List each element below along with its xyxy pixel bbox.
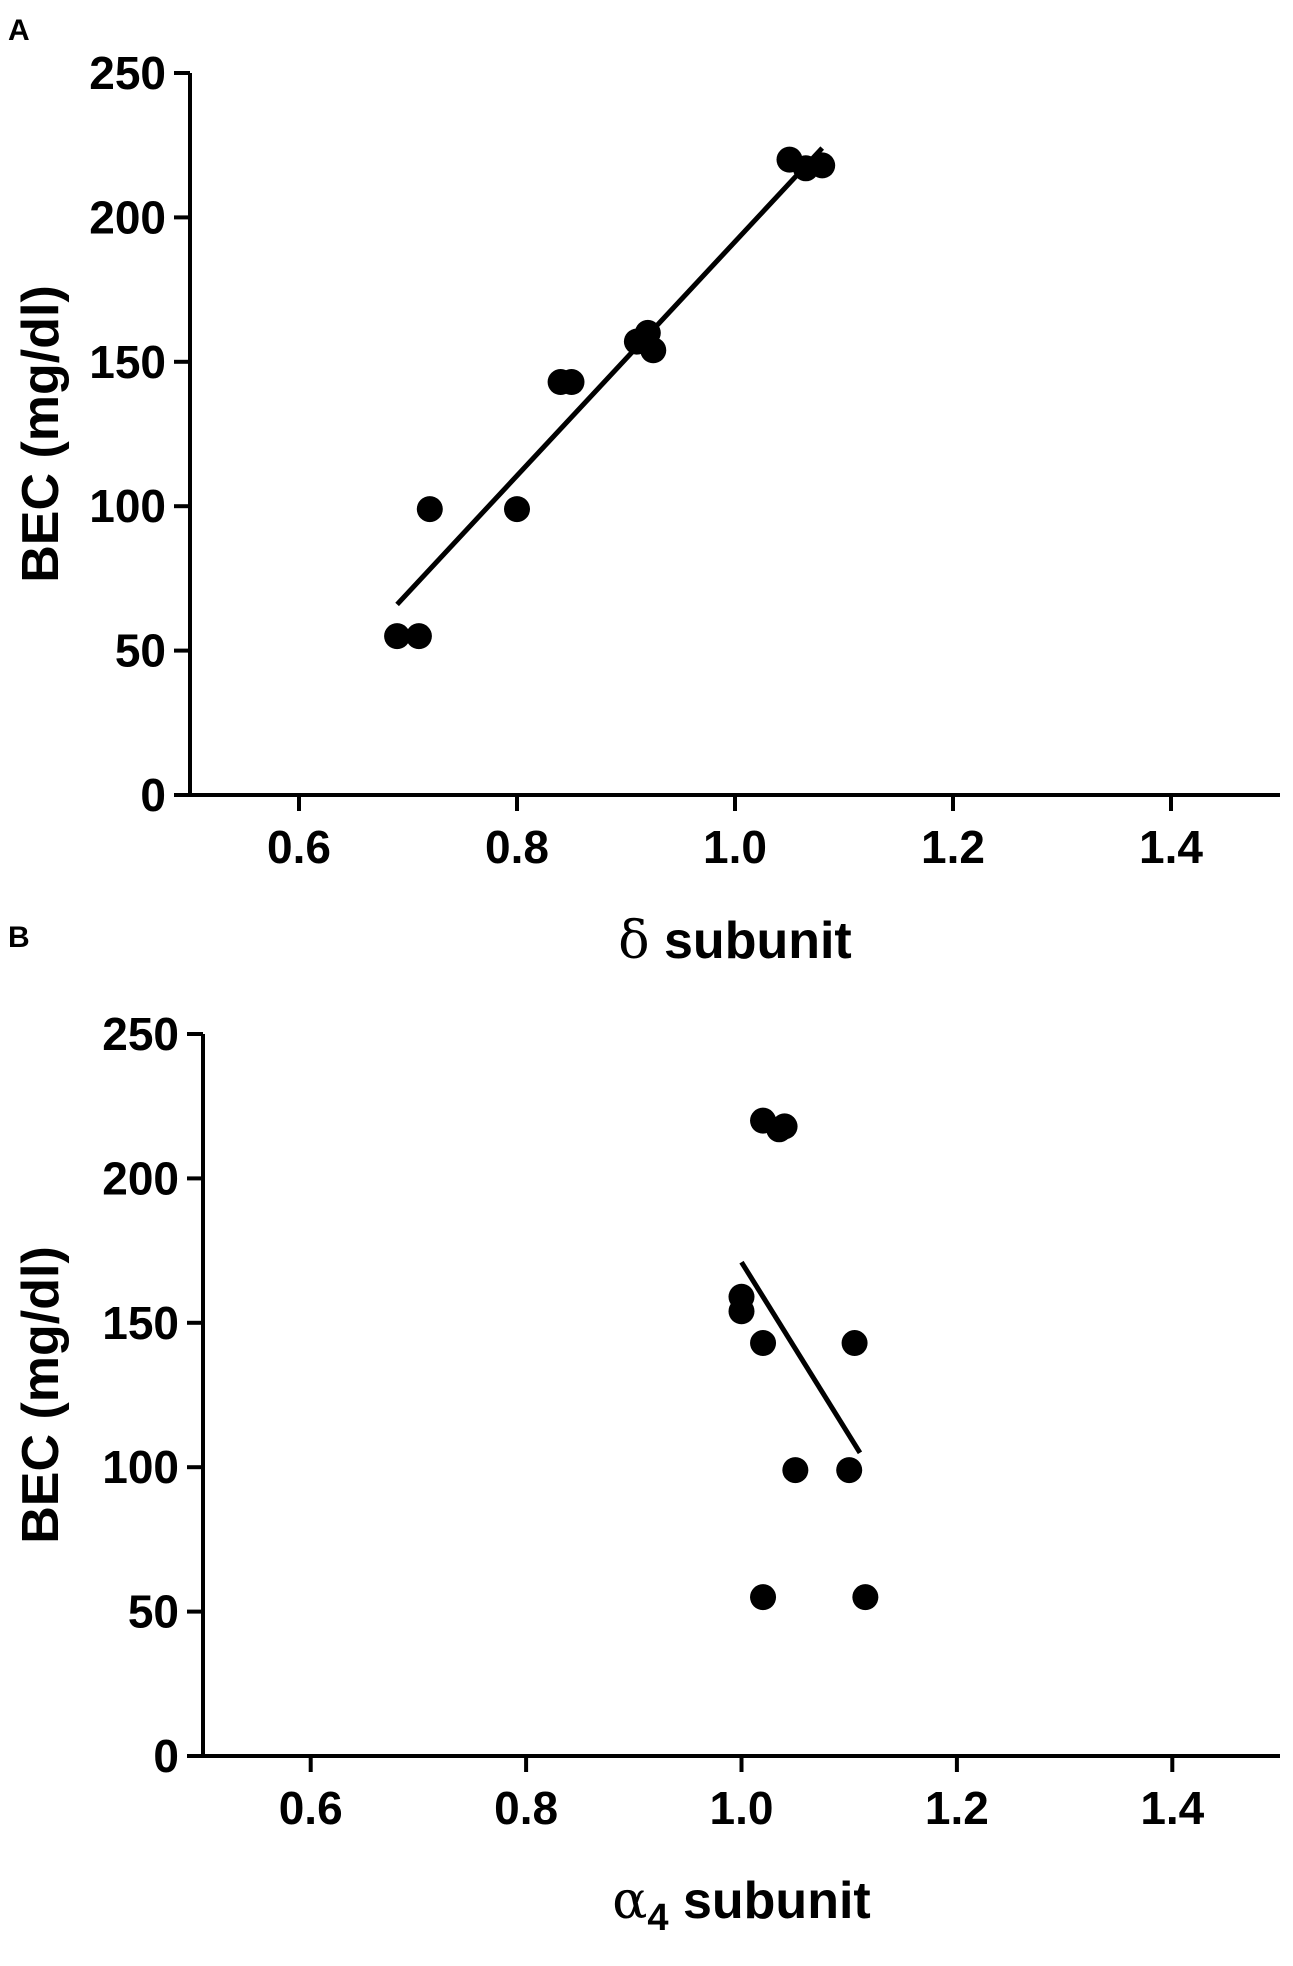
x-axis-title: α4 subunit <box>612 1871 870 1939</box>
data-point <box>750 1584 777 1611</box>
x-tick-label: 1.4 <box>1139 821 1203 873</box>
data-point <box>384 623 411 650</box>
data-point <box>836 1457 863 1484</box>
x-axis-title-text: subunit <box>669 1872 871 1930</box>
x-axis-title-symbol: α <box>612 1871 647 1931</box>
panel-label: B <box>8 921 30 954</box>
x-axis-title-text: subunit <box>650 912 852 970</box>
y-axis-title: BEC (mg/dl) <box>12 285 70 583</box>
regression-line <box>739 1260 863 1455</box>
regression-line <box>395 146 825 607</box>
x-axis-title-subscript: 4 <box>647 1897 668 1939</box>
x-tick-label: 1.0 <box>710 1782 774 1834</box>
y-tick-label: 250 <box>89 47 166 99</box>
data-point <box>558 369 585 396</box>
data-point <box>809 152 836 179</box>
y-axis-title: BEC (mg/dl) <box>12 1246 70 1544</box>
x-tick-label: 1.4 <box>1140 1782 1204 1834</box>
panel-a: A 0 50 100 150 200 250 0.6 0.8 1.0 1.2 1.4 BEC (mg/d… <box>8 14 1280 971</box>
x-axis-title-symbol: δ <box>618 911 649 971</box>
y-tick-label: 0 <box>153 1730 179 1782</box>
y-tick-label: 0 <box>140 769 166 821</box>
data-point <box>852 1584 879 1611</box>
x-tick-label: 1.0 <box>703 821 767 873</box>
x-tick-label: 0.8 <box>485 821 549 873</box>
y-tick-label: 100 <box>102 1441 179 1493</box>
data-point <box>728 1298 755 1325</box>
panel-label: A <box>8 14 30 47</box>
y-tick-label: 50 <box>128 1586 179 1638</box>
data-point <box>640 337 667 364</box>
x-tick-label: 0.8 <box>494 1782 558 1834</box>
y-tick-label: 100 <box>89 480 166 532</box>
panel-b: B 0 50 100 150 200 250 0.6 0.8 1.0 1.2 1.4 BEC (mg/d… <box>8 921 1280 1939</box>
x-axis-title: δ subunit <box>618 911 852 971</box>
data-point <box>771 1113 798 1140</box>
data-point <box>416 496 443 523</box>
data-point <box>405 623 432 650</box>
data-point <box>750 1330 777 1357</box>
data-point <box>782 1457 809 1484</box>
x-tick-label: 0.6 <box>279 1782 343 1834</box>
y-tick-label: 50 <box>115 625 166 677</box>
x-tick-label: 0.6 <box>267 821 331 873</box>
data-point <box>504 496 530 523</box>
data-point <box>841 1330 868 1357</box>
x-tick-label: 1.2 <box>925 1782 989 1834</box>
y-tick-label: 200 <box>102 1152 179 1204</box>
y-tick-label: 200 <box>89 191 166 243</box>
x-tick-label: 1.2 <box>921 821 985 873</box>
y-tick-label: 250 <box>102 1008 179 1060</box>
y-tick-label: 150 <box>102 1297 179 1349</box>
y-tick-label: 150 <box>89 336 166 388</box>
